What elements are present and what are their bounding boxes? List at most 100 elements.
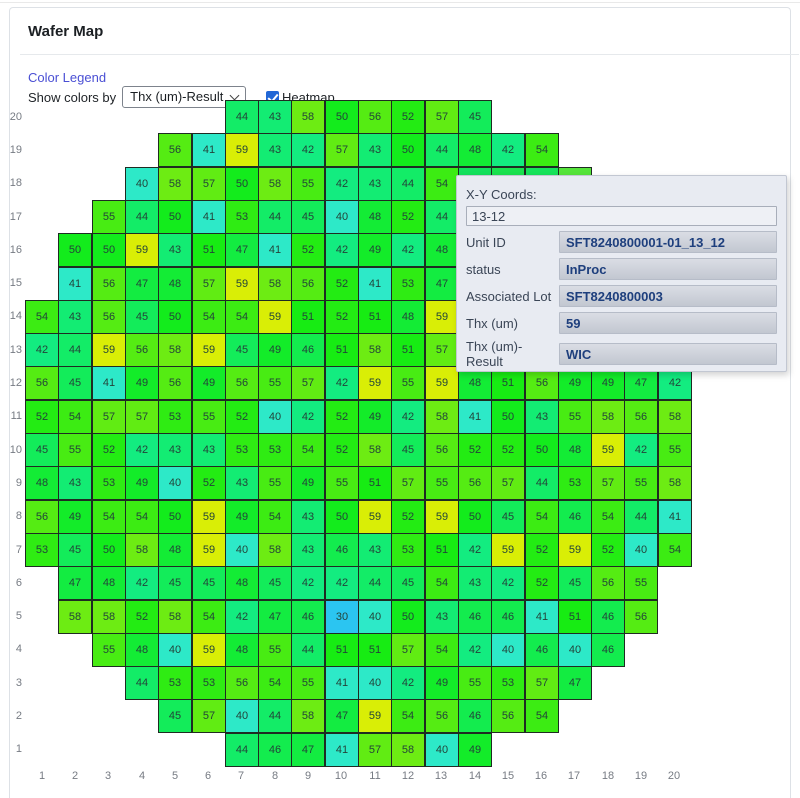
- wafer-cell[interactable]: 56: [624, 400, 658, 434]
- wafer-cell[interactable]: 59: [358, 500, 392, 534]
- wafer-cell[interactable]: 55: [391, 366, 425, 400]
- wafer-cell[interactable]: 42: [291, 566, 325, 600]
- wafer-cell[interactable]: 50: [225, 167, 259, 201]
- wafer-cell[interactable]: 50: [391, 600, 425, 634]
- wafer-cell[interactable]: 54: [658, 533, 692, 567]
- wafer-cell[interactable]: 53: [391, 533, 425, 567]
- wafer-cell[interactable]: 46: [258, 733, 292, 767]
- wafer-cell[interactable]: 41: [92, 366, 126, 400]
- wafer-cell[interactable]: 57: [125, 400, 159, 434]
- wafer-cell[interactable]: 45: [125, 300, 159, 334]
- wafer-cell[interactable]: 45: [558, 566, 592, 600]
- wafer-cell[interactable]: 50: [325, 500, 359, 534]
- wafer-cell[interactable]: 41: [358, 267, 392, 301]
- wafer-cell[interactable]: 55: [291, 167, 325, 201]
- wafer-cell[interactable]: 54: [192, 600, 226, 634]
- wafer-cell[interactable]: 56: [458, 466, 492, 500]
- wafer-cell[interactable]: 40: [358, 600, 392, 634]
- wafer-cell[interactable]: 50: [92, 233, 126, 267]
- wafer-cell[interactable]: 43: [158, 433, 192, 467]
- wafer-cell[interactable]: 56: [92, 300, 126, 334]
- wafer-cell[interactable]: 40: [358, 666, 392, 700]
- wafer-cell[interactable]: 44: [125, 666, 159, 700]
- wafer-cell[interactable]: 46: [525, 633, 559, 667]
- wafer-cell[interactable]: 40: [225, 699, 259, 733]
- wafer-cell[interactable]: 52: [391, 200, 425, 234]
- wafer-cell[interactable]: 55: [258, 366, 292, 400]
- wafer-cell[interactable]: 44: [58, 333, 92, 367]
- wafer-cell[interactable]: 48: [225, 566, 259, 600]
- wafer-cell[interactable]: 49: [125, 466, 159, 500]
- wafer-cell[interactable]: 40: [158, 466, 192, 500]
- wafer-cell[interactable]: 55: [291, 666, 325, 700]
- wafer-cell[interactable]: 41: [658, 500, 692, 534]
- wafer-cell[interactable]: 45: [225, 333, 259, 367]
- wafer-cell[interactable]: 59: [258, 300, 292, 334]
- wafer-cell[interactable]: 56: [125, 333, 159, 367]
- wafer-cell[interactable]: 58: [358, 433, 392, 467]
- wafer-cell[interactable]: 46: [591, 600, 625, 634]
- wafer-cell[interactable]: 56: [158, 133, 192, 167]
- wafer-cell[interactable]: 46: [325, 533, 359, 567]
- wafer-cell[interactable]: 48: [225, 633, 259, 667]
- color-by-select[interactable]: Thx (um)-Result: [122, 86, 247, 108]
- wafer-cell[interactable]: 56: [25, 366, 59, 400]
- wafer-cell[interactable]: 52: [458, 433, 492, 467]
- wafer-cell[interactable]: 47: [291, 733, 325, 767]
- wafer-cell[interactable]: 45: [58, 366, 92, 400]
- wafer-cell[interactable]: 40: [225, 533, 259, 567]
- wafer-cell[interactable]: 49: [358, 233, 392, 267]
- wafer-cell[interactable]: 59: [358, 366, 392, 400]
- wafer-cell[interactable]: 53: [225, 433, 259, 467]
- wafer-cell[interactable]: 59: [225, 133, 259, 167]
- wafer-cell[interactable]: 52: [391, 100, 425, 134]
- wafer-cell[interactable]: 52: [525, 566, 559, 600]
- wafer-cell[interactable]: 58: [291, 100, 325, 134]
- wafer-cell[interactable]: 53: [491, 666, 525, 700]
- wafer-cell[interactable]: 45: [491, 500, 525, 534]
- wafer-cell[interactable]: 43: [258, 133, 292, 167]
- wafer-cell[interactable]: 52: [325, 433, 359, 467]
- wafer-cell[interactable]: 52: [325, 300, 359, 334]
- wafer-cell[interactable]: 58: [591, 400, 625, 434]
- wafer-cell[interactable]: 48: [458, 133, 492, 167]
- wafer-cell[interactable]: 52: [525, 533, 559, 567]
- wafer-cell[interactable]: 57: [325, 133, 359, 167]
- wafer-cell[interactable]: 58: [425, 400, 459, 434]
- wafer-cell[interactable]: 58: [391, 733, 425, 767]
- wafer-cell[interactable]: 56: [624, 600, 658, 634]
- wafer-cell[interactable]: 59: [92, 333, 126, 367]
- wafer-cell[interactable]: 59: [425, 500, 459, 534]
- wafer-cell[interactable]: 58: [258, 267, 292, 301]
- wafer-cell[interactable]: 49: [192, 366, 226, 400]
- wafer-cell[interactable]: 50: [458, 500, 492, 534]
- wafer-cell[interactable]: 42: [391, 400, 425, 434]
- wafer-cell[interactable]: 58: [92, 600, 126, 634]
- wafer-cell[interactable]: 56: [225, 666, 259, 700]
- wafer-cell[interactable]: 42: [291, 400, 325, 434]
- wafer-cell[interactable]: 45: [458, 100, 492, 134]
- wafer-cell[interactable]: 54: [591, 500, 625, 534]
- wafer-cell[interactable]: 30: [325, 600, 359, 634]
- wafer-cell[interactable]: 40: [558, 633, 592, 667]
- wafer-cell[interactable]: 55: [258, 633, 292, 667]
- wafer-cell[interactable]: 53: [92, 466, 126, 500]
- wafer-cell[interactable]: 43: [525, 400, 559, 434]
- wafer-cell[interactable]: 41: [192, 200, 226, 234]
- wafer-cell[interactable]: 47: [425, 267, 459, 301]
- wafer-cell[interactable]: 49: [125, 366, 159, 400]
- wafer-cell[interactable]: 43: [258, 100, 292, 134]
- wafer-cell[interactable]: 45: [25, 433, 59, 467]
- wafer-cell[interactable]: 51: [358, 300, 392, 334]
- wafer-cell[interactable]: 49: [58, 500, 92, 534]
- wafer-cell[interactable]: 47: [558, 666, 592, 700]
- wafer-cell[interactable]: 44: [225, 733, 259, 767]
- wafer-cell[interactable]: 40: [425, 733, 459, 767]
- wafer-cell[interactable]: 43: [291, 533, 325, 567]
- wafer-cell[interactable]: 52: [325, 400, 359, 434]
- wafer-cell[interactable]: 43: [192, 433, 226, 467]
- wafer-cell[interactable]: 48: [125, 633, 159, 667]
- wafer-cell[interactable]: 59: [125, 233, 159, 267]
- wafer-cell[interactable]: 58: [258, 167, 292, 201]
- wafer-cell[interactable]: 54: [525, 699, 559, 733]
